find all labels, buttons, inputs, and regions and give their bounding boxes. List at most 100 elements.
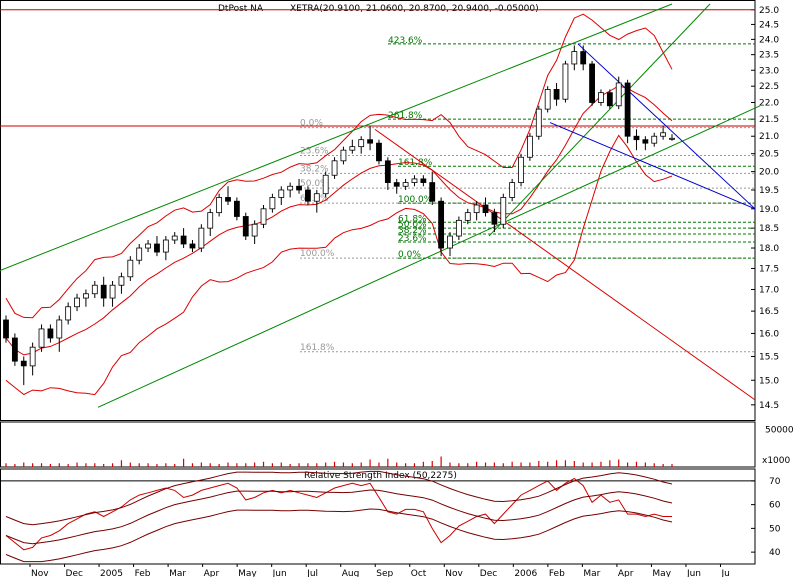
candle-body [455, 219, 462, 237]
candle-body [20, 360, 27, 367]
rsi-band-lower [5, 508, 673, 563]
candle-body [340, 149, 347, 162]
candle-body [109, 284, 116, 299]
price-tick-label: 16.0 [759, 329, 779, 339]
candle-body [349, 146, 356, 151]
candle-body [322, 174, 329, 195]
candle-body [145, 243, 151, 249]
price-tick-label: 18.0 [759, 244, 779, 254]
candle-body [296, 185, 302, 191]
candle-body [598, 92, 604, 103]
candle-body [535, 108, 542, 137]
candle-body [651, 135, 658, 144]
candle-body [242, 216, 249, 237]
price-tick-label: 20.5 [759, 150, 779, 160]
band-lower [5, 134, 673, 396]
candle-body [74, 297, 80, 308]
candle-body [47, 328, 54, 339]
chart-title: DtPost NA [218, 4, 264, 14]
x-tick-label: Nov [31, 569, 49, 577]
channel-lower-line [97, 105, 761, 408]
quote-text: XETRA(20.9100, 21.0600, 20.8700, 20.9400… [290, 4, 539, 14]
price-tick-label: 22.0 [759, 98, 779, 108]
candle-body [278, 189, 285, 198]
candle-body [606, 92, 613, 107]
x-tick-label: Feb [549, 569, 565, 577]
candle-body [660, 132, 667, 137]
price-tick-label: 24.0 [759, 35, 779, 45]
x-tick-label: 2006 [514, 569, 537, 577]
candle-body [118, 276, 125, 286]
downtrend-line-upper [577, 43, 756, 210]
x-tick-label: 2005 [100, 569, 123, 577]
candle-body [198, 227, 205, 249]
candle-body [313, 193, 320, 202]
trend-line-steep [488, 3, 711, 237]
fib-label-2005: 161.8% [300, 343, 335, 353]
rsi-line [5, 477, 672, 551]
x-tick-label: Mar [169, 569, 186, 577]
candle-body [367, 139, 373, 144]
candle-body [393, 182, 400, 187]
candle-body [669, 137, 675, 140]
x-tick-label: Dec [480, 569, 497, 577]
fib-label-2005: 50.0% [300, 179, 329, 189]
candle-body [411, 178, 418, 183]
candle-body [331, 160, 338, 176]
fib-label-2005: 0.0% [300, 119, 323, 129]
volume-tick-label: 50000 [765, 426, 794, 436]
candle-body [464, 212, 471, 221]
candle-body [420, 178, 427, 183]
volume-scale-label: x1000 [762, 456, 791, 466]
candle-body [56, 319, 63, 339]
price-tick-label: 17.5 [759, 264, 779, 274]
candle-body [438, 200, 445, 249]
candle-body [136, 247, 143, 261]
candle-body [65, 306, 72, 321]
candle-body [642, 139, 649, 144]
candle-body [429, 182, 436, 202]
price-tick-label: 23.5 [759, 51, 779, 61]
x-tick-label: May [238, 569, 257, 577]
candle-body [100, 284, 107, 299]
candle-body [162, 239, 169, 253]
x-tick-label: Ju [720, 569, 729, 577]
price-tick-label: 22.5 [759, 82, 779, 92]
candle-body [509, 182, 516, 198]
candle-body [91, 284, 98, 295]
downtrend-line-lower [549, 122, 756, 210]
candle-body [225, 197, 231, 202]
fib-label-2005: 100.0% [300, 249, 335, 259]
candle-body [384, 160, 391, 183]
price-panel: 14.5 15.0 15.5 16.0 16.5 17.0 17.5 18.0 18.5 19.0… [0, 0, 779, 421]
price-tick-label: 23.0 [759, 66, 779, 76]
price-tick-label: 15.0 [759, 376, 779, 386]
fib-label-correction: 50.0% [398, 220, 427, 230]
candle-body [402, 182, 409, 187]
fib-label-correction: 100.0% [398, 195, 433, 205]
x-tick-label: May [652, 569, 671, 577]
candle-body [491, 212, 498, 225]
candle-body [447, 235, 453, 249]
candle-body [189, 243, 196, 249]
candle-body [544, 89, 551, 110]
candle-body [589, 63, 595, 103]
x-tick-label: Apr [618, 569, 634, 577]
price-tick-label: 19.0 [759, 205, 779, 215]
candle-body [38, 328, 45, 348]
fib-label-correction: 261.8% [388, 111, 423, 121]
candle-body [127, 259, 134, 278]
fib-label-correction: 38.2% [398, 226, 427, 236]
channel-upper-line [0, 3, 673, 271]
candle-body [358, 139, 365, 148]
rsi-tick-label: 60 [769, 501, 781, 511]
price-frame [0, 0, 756, 421]
x-tick-label: Jul [306, 569, 318, 577]
price-tick-label: 24.5 [759, 20, 779, 30]
x-tick-label: Oct [411, 569, 427, 577]
candle-body [11, 337, 18, 362]
candle-body [207, 212, 214, 229]
candle-body [233, 200, 240, 217]
resistance-line-red [374, 128, 756, 401]
